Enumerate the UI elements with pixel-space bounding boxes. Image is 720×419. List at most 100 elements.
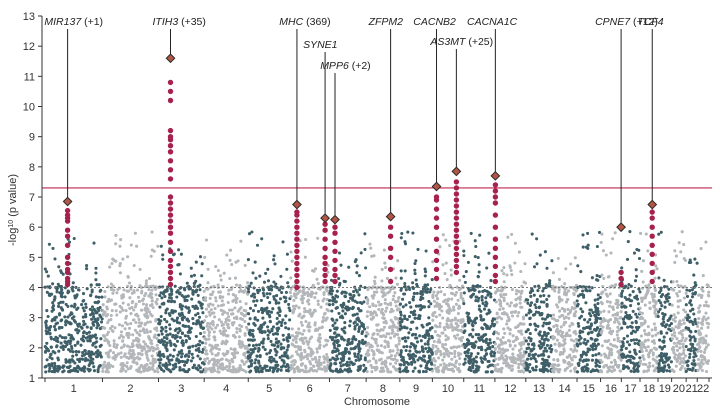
snp-point: [411, 281, 415, 285]
snp-point: [386, 367, 390, 371]
snp-point: [84, 302, 88, 306]
snp-point: [591, 353, 595, 358]
snp-point: [225, 323, 229, 327]
snp-point: [537, 306, 541, 310]
snp-point: [464, 270, 468, 274]
snp-point: [180, 352, 184, 356]
snp-point: [488, 310, 492, 314]
snp-point: [235, 317, 239, 321]
snp-point: [306, 323, 310, 327]
snp-point: [165, 337, 169, 341]
snp-point: [283, 321, 287, 325]
snp-point: [413, 354, 418, 358]
snp-point: [92, 365, 96, 369]
snp-point: [502, 361, 506, 365]
snp-point: [503, 285, 507, 289]
snp-point: [216, 366, 220, 370]
snp-point: [668, 369, 672, 373]
snp-point: [181, 359, 185, 363]
snp-point: [385, 306, 389, 310]
snp-point: [395, 282, 399, 286]
snp-point: [544, 337, 548, 341]
snp-point: [538, 340, 542, 344]
snp-point: [177, 248, 181, 252]
snp-point: [114, 345, 119, 350]
snp-point: [191, 366, 195, 370]
snp-point: [691, 292, 695, 296]
snp-point: [321, 316, 325, 320]
snp-point: [563, 320, 567, 324]
snp-point: [453, 318, 457, 322]
snp-point: [444, 347, 449, 351]
snp-point: [658, 367, 662, 371]
snp-point: [557, 290, 561, 294]
snp-point: [431, 318, 435, 322]
snp-point: [61, 300, 65, 304]
snp-point: [706, 316, 710, 320]
snp-point: [551, 313, 556, 317]
snp-point: [596, 297, 600, 301]
snp-point: [207, 310, 211, 314]
snp-point: [56, 366, 60, 370]
snp-point: [242, 344, 246, 348]
snp-point: [439, 290, 443, 294]
snp-point: [144, 279, 148, 283]
snp-point: [88, 362, 92, 366]
snp-point: [188, 327, 192, 331]
snp-point: [506, 326, 510, 330]
snp-point: [145, 330, 149, 334]
snp-point: [112, 344, 116, 348]
snp-point: [626, 325, 630, 329]
snp-point: [487, 359, 491, 363]
snp-point: [466, 315, 470, 319]
snp-point: [510, 273, 514, 277]
snp-point: [629, 369, 633, 373]
snp-point: [349, 347, 353, 351]
snp-point: [372, 254, 376, 258]
snp-point: [693, 291, 698, 295]
snp-point: [171, 354, 175, 358]
snp-point: [593, 338, 597, 343]
snp-point: [663, 300, 667, 304]
snp-point: [640, 269, 644, 273]
snp-point: [676, 341, 680, 345]
snp-point: [316, 299, 320, 303]
snp-point: [216, 268, 220, 273]
snp-point: [475, 295, 479, 299]
snp-point: [619, 353, 624, 357]
snp-point: [437, 307, 442, 311]
snp-point: [513, 241, 517, 245]
snp-point: [666, 319, 670, 323]
snp-point: [249, 281, 253, 285]
snp-point: [619, 369, 623, 373]
snp-point: [129, 312, 133, 316]
snp-point: [62, 364, 66, 368]
snp-point: [64, 341, 68, 345]
snp-point: [224, 342, 228, 346]
snp-point: [185, 281, 189, 285]
snp-point: [414, 332, 418, 337]
snp-point: [548, 284, 552, 288]
snp-point: [488, 363, 492, 368]
snp-point: [354, 338, 358, 342]
snp-point: [429, 361, 433, 365]
snp-point: [121, 339, 125, 343]
snp-point: [637, 256, 642, 261]
snp-point: [539, 300, 543, 304]
snp-point: [682, 352, 686, 356]
snp-point: [52, 337, 56, 341]
snp-point: [556, 319, 560, 323]
snp-point: [51, 349, 55, 354]
snp-point: [555, 363, 560, 367]
snp-point: [669, 322, 673, 326]
snp-point: [690, 295, 695, 299]
snp-point: [423, 342, 427, 346]
snp-point: [322, 312, 326, 316]
snp-point: [129, 322, 133, 326]
snp-point: [611, 344, 615, 348]
snp-point: [468, 342, 472, 346]
snp-point: [413, 272, 417, 276]
snp-point: [547, 281, 552, 285]
snp-point: [505, 273, 509, 277]
snp-point: [606, 294, 610, 298]
